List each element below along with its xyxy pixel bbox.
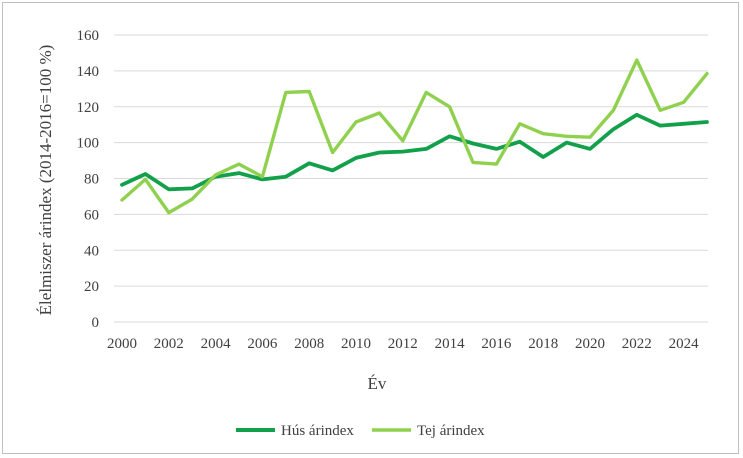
legend: Hús árindex Tej árindex xyxy=(236,423,485,439)
x-tick-label: 2016 xyxy=(481,336,512,352)
x-tick-label: 2006 xyxy=(247,336,278,352)
x-tick-label: 2014 xyxy=(435,336,466,352)
x-tick-label: 2002 xyxy=(154,336,184,352)
x-tick-label: 2010 xyxy=(341,336,371,352)
x-tick-label: 2024 xyxy=(669,336,700,352)
y-tick-label: 0 xyxy=(92,315,100,331)
chart-frame xyxy=(2,2,739,454)
y-tick-labels: 0 20 40 60 80 100 120 140 160 xyxy=(77,28,100,331)
x-tick-label: 2022 xyxy=(622,336,652,352)
y-tick-label: 20 xyxy=(84,279,99,295)
y-tick-label: 40 xyxy=(84,243,99,259)
x-axis-title: Év xyxy=(368,374,387,393)
x-tick-label: 2008 xyxy=(294,336,324,352)
x-tick-label: 2020 xyxy=(575,336,605,352)
y-tick-label: 100 xyxy=(77,136,100,152)
series-line-1 xyxy=(120,112,709,192)
y-tick-label: 80 xyxy=(84,172,99,188)
y-axis-title: Élelmiszer árindex (2014-2016=100 %) xyxy=(36,45,55,316)
x-tick-label: 2004 xyxy=(201,336,232,352)
gridlines xyxy=(114,34,708,323)
x-tick-labels: 2000 2002 2004 2006 2008 2010 2012 2014 2016 2018… xyxy=(107,336,699,352)
x-tick-label: 2018 xyxy=(528,336,558,352)
y-tick-label: 140 xyxy=(77,64,100,80)
y-tick-label: 160 xyxy=(77,28,100,44)
series-line-2 xyxy=(120,58,709,215)
y-tick-label: 60 xyxy=(84,207,99,223)
y-tick-label: 120 xyxy=(77,100,100,116)
x-tick-label: 2012 xyxy=(388,336,418,352)
legend-label-1: Hús árindex xyxy=(281,423,354,439)
x-tick-label: 2000 xyxy=(107,336,137,352)
legend-label-2: Tej árindex xyxy=(417,423,485,439)
series-lines xyxy=(120,58,709,215)
